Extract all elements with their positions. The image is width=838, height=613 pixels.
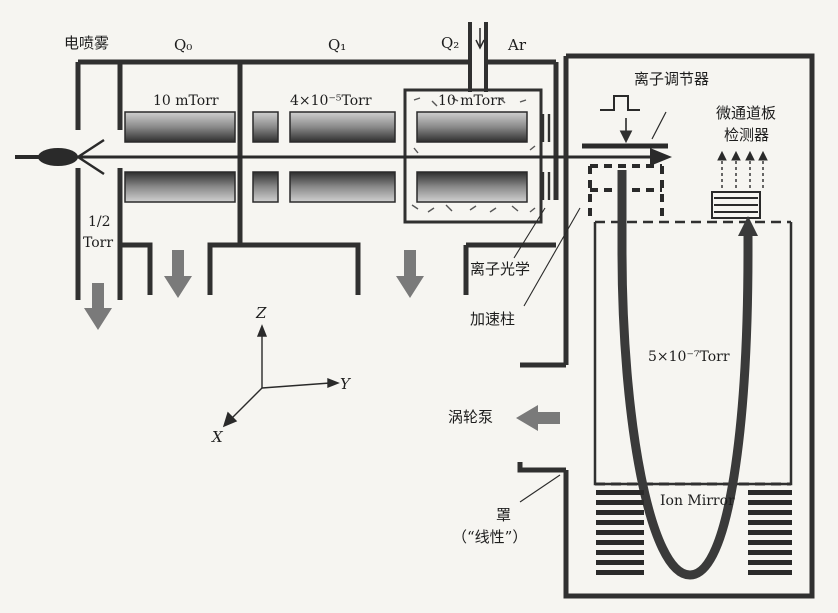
ion-modulator-label: 离子调节器	[634, 70, 710, 88]
prefilter-rod-lower	[252, 171, 279, 203]
q2-rod-upper	[416, 111, 528, 143]
vacuum-housing	[75, 22, 559, 300]
ion-optics-lenses	[541, 114, 557, 200]
leader-liner	[519, 474, 561, 503]
q0-rod-lower	[124, 171, 236, 203]
q1-pressure-label: 4×10⁻⁵Torr	[290, 93, 372, 109]
q2-label: Q₂	[441, 34, 460, 52]
ion-modulator	[582, 95, 668, 149]
tof-housing	[563, 53, 815, 599]
ion-mirror-label: Ion Mirror	[660, 493, 735, 509]
tof-pressure-label: 5×10⁻⁷Torr	[648, 349, 730, 365]
accelerating-column-label: 加速柱	[470, 310, 516, 328]
mcp-detector-label-line1: 微通道板	[716, 104, 777, 122]
collision-gas-dots	[411, 97, 536, 213]
leader-lines	[513, 207, 581, 503]
axis-x-label: X	[212, 428, 223, 446]
liner-label-line2: （“线性”）	[452, 528, 528, 546]
pump-arrow-tof	[516, 405, 560, 431]
coordinate-axes	[222, 324, 340, 428]
q2-rod-lower	[416, 171, 528, 203]
source-pressure-unit: Torr	[83, 235, 114, 251]
q1-label: Q₁	[328, 36, 347, 54]
leader-accelerating-column	[523, 207, 581, 307]
leader-ion-optics	[513, 207, 546, 259]
q0-rod-upper	[124, 111, 236, 143]
pump-arrows	[84, 28, 560, 431]
axis-z-label: Z	[256, 304, 267, 322]
q1-rod-upper	[289, 111, 396, 143]
axis-y-label: Y	[340, 375, 350, 393]
mcp-detector	[711, 150, 768, 219]
argon-inlet-arrow	[475, 28, 485, 50]
electrospray-label: 电喷雾	[64, 34, 110, 52]
electrospray-needle	[15, 138, 105, 176]
ion-flight-path	[617, 170, 753, 580]
q1-rod-lower	[289, 171, 396, 203]
q2-pressure-label: 10 mTorr	[438, 93, 504, 109]
ion-mirror-plates	[596, 490, 792, 575]
mcp-detector-label-line2: 检测器	[724, 126, 770, 144]
argon-label: Ar	[508, 36, 527, 54]
ion-optics-label: 离子光学	[470, 260, 531, 278]
tof-pump-port	[517, 362, 566, 473]
prefilter-rod-upper	[252, 111, 279, 143]
q0-label: Q₀	[174, 36, 193, 54]
pump-arrow-q1	[396, 250, 424, 298]
ion-flight-arrowhead	[738, 216, 758, 236]
source-pressure-value: 1/2	[88, 214, 111, 230]
pump-arrow-q0	[164, 250, 192, 298]
liner-label-line1: 罩	[496, 506, 512, 524]
quadrupole-rods	[124, 111, 528, 203]
q0-pressure-label: 10 mTorr	[153, 93, 219, 109]
flight-tube	[593, 220, 793, 486]
pump-arrow-source	[84, 283, 112, 330]
turbo-pump-label: 涡轮泵	[448, 408, 494, 426]
ion-beam-arrowhead	[650, 148, 672, 166]
